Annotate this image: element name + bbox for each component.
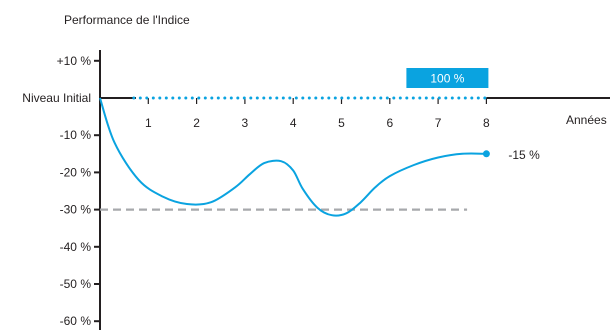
x-tick-label: 4 [290, 116, 297, 130]
x-axis-title: Années [566, 113, 607, 127]
series-end-point [482, 150, 490, 158]
y-tick-label: -60 % [60, 314, 92, 328]
annotations: 100 % -15 % [406, 68, 540, 162]
series-line [99, 97, 487, 217]
x-tick-label: 8 [483, 116, 490, 130]
x-tick-label: 5 [338, 116, 345, 130]
y-tick-label: -30 % [60, 203, 92, 217]
y-tick-label: Niveau Initial [22, 91, 91, 105]
y-tick-label: -40 % [60, 240, 92, 254]
y-tick-label: -20 % [60, 165, 92, 179]
axes: +10 % Niveau Initial -10 % -20 % -30 % -40 % -… [22, 50, 610, 330]
x-tick-label: 2 [193, 116, 200, 130]
x-tick-label: 7 [435, 116, 442, 130]
y-tick-label: -10 % [60, 128, 92, 142]
x-tick-label: 3 [242, 116, 249, 130]
y-tick-label: +10 % [57, 54, 92, 68]
x-tick-label: 6 [386, 116, 393, 130]
y-tick-label: -50 % [60, 277, 92, 291]
series-end-label: -15 % [508, 148, 540, 162]
x-tick-label: 1 [145, 116, 152, 130]
cap-label-box [406, 68, 489, 88]
reference-lines [100, 96, 488, 211]
cap-label: 100 % [430, 72, 464, 86]
chart-title: Performance de l'Indice [64, 13, 190, 27]
series [99, 97, 490, 217]
